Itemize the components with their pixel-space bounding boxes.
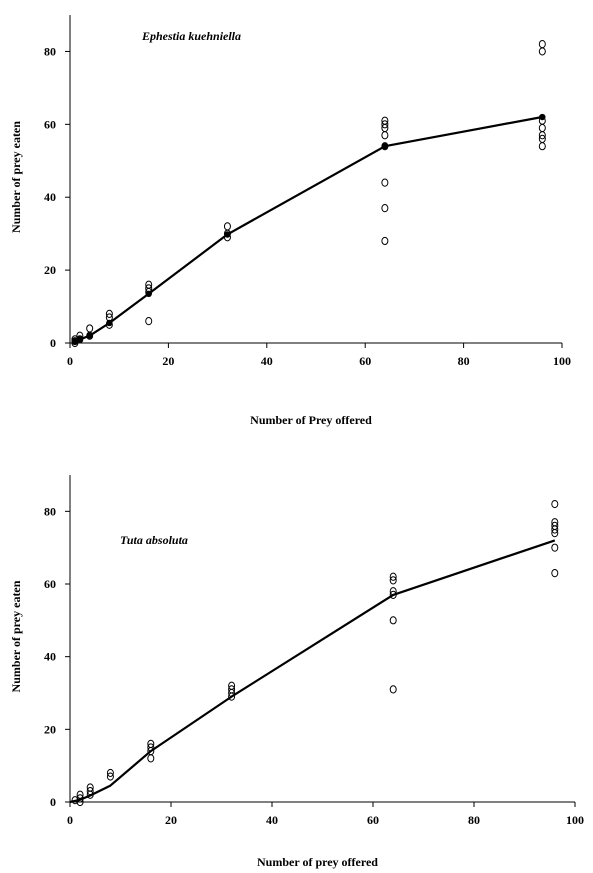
mean-point: [145, 290, 152, 297]
fitted-line: [74, 115, 543, 343]
x-tick-label: 0: [67, 354, 73, 368]
mean-point: [224, 231, 231, 238]
observed-point: [538, 40, 546, 49]
y-tick-label: 0: [50, 336, 56, 350]
mean-point: [76, 336, 84, 343]
y-tick-label: 80: [44, 504, 56, 518]
observed-point: [381, 204, 389, 213]
x-tick-label: 60: [359, 354, 371, 368]
observed-point: [105, 309, 113, 318]
x-axis-title: Number of Prey offered: [250, 413, 372, 427]
observed-point: [389, 572, 397, 581]
observed-point: [551, 521, 559, 530]
y-axis-title: Number of prey eaten: [9, 121, 23, 233]
y-tick-label: 80: [44, 44, 56, 58]
x-tick-label: 0: [67, 813, 73, 827]
observed-point: [228, 685, 236, 694]
y-tick-label: 40: [44, 190, 56, 204]
observed-point: [551, 499, 559, 509]
observed-point: [86, 324, 94, 333]
y-axis-title: Number of prey eaten: [9, 580, 23, 692]
y-tick-label: 60: [44, 117, 56, 131]
observed-point: [106, 772, 114, 781]
panel-ephestia-kuehniella: Ephestia kuehniella Number of prey eaten…: [9, 15, 571, 427]
y-tick-label: 40: [44, 650, 56, 664]
observed-point: [381, 116, 389, 125]
x-tick-label: 40: [261, 354, 273, 368]
y-tick-label: 0: [50, 795, 56, 809]
observed-point: [86, 783, 94, 792]
observed-point: [76, 790, 84, 799]
observed-point: [381, 131, 389, 140]
x-tick-label: 100: [553, 354, 571, 368]
y-tick-label: 20: [44, 263, 56, 277]
fitted-line: [69, 539, 556, 804]
x-tick-label: 40: [266, 813, 278, 827]
observed-point: [223, 222, 231, 231]
observed-point: [551, 518, 559, 527]
mean-point: [381, 143, 389, 150]
observed-point: [389, 576, 397, 585]
x-tick-label: 60: [367, 813, 379, 827]
panel-title: Ephestia kuehniella: [141, 29, 241, 43]
x-tick-label: 20: [165, 813, 177, 827]
observed-point: [145, 280, 153, 289]
observed-point: [538, 134, 546, 144]
observed-point: [551, 543, 559, 552]
panel-tuta-absoluta: Tuta absoluta Number of prey eaten Numbe…: [9, 475, 584, 869]
observed-point: [538, 142, 546, 151]
mean-point: [106, 319, 113, 327]
panel-title: Tuta absoluta: [120, 533, 188, 547]
x-tick-label: 100: [566, 813, 584, 827]
observed-point: [147, 754, 155, 763]
observed-point: [389, 685, 397, 694]
observed-point: [381, 178, 389, 187]
observed-point: [389, 616, 397, 625]
observed-point: [145, 317, 153, 326]
observed-point: [538, 47, 546, 56]
observed-point: [538, 123, 546, 133]
mean-point: [71, 337, 79, 345]
observed-point: [551, 569, 559, 578]
observed-point: [106, 768, 114, 778]
x-axis-title: Number of prey offered: [257, 855, 378, 869]
x-tick-label: 80: [468, 813, 480, 827]
y-tick-label: 20: [44, 722, 56, 736]
observed-point: [381, 120, 389, 129]
observed-point: [381, 236, 389, 246]
y-tick-label: 60: [44, 577, 56, 591]
observed-point: [147, 739, 155, 748]
observed-point: [228, 681, 236, 690]
mean-point: [86, 332, 93, 339]
mean-point: [539, 113, 546, 121]
x-tick-label: 80: [458, 354, 470, 368]
x-tick-label: 20: [162, 354, 174, 368]
